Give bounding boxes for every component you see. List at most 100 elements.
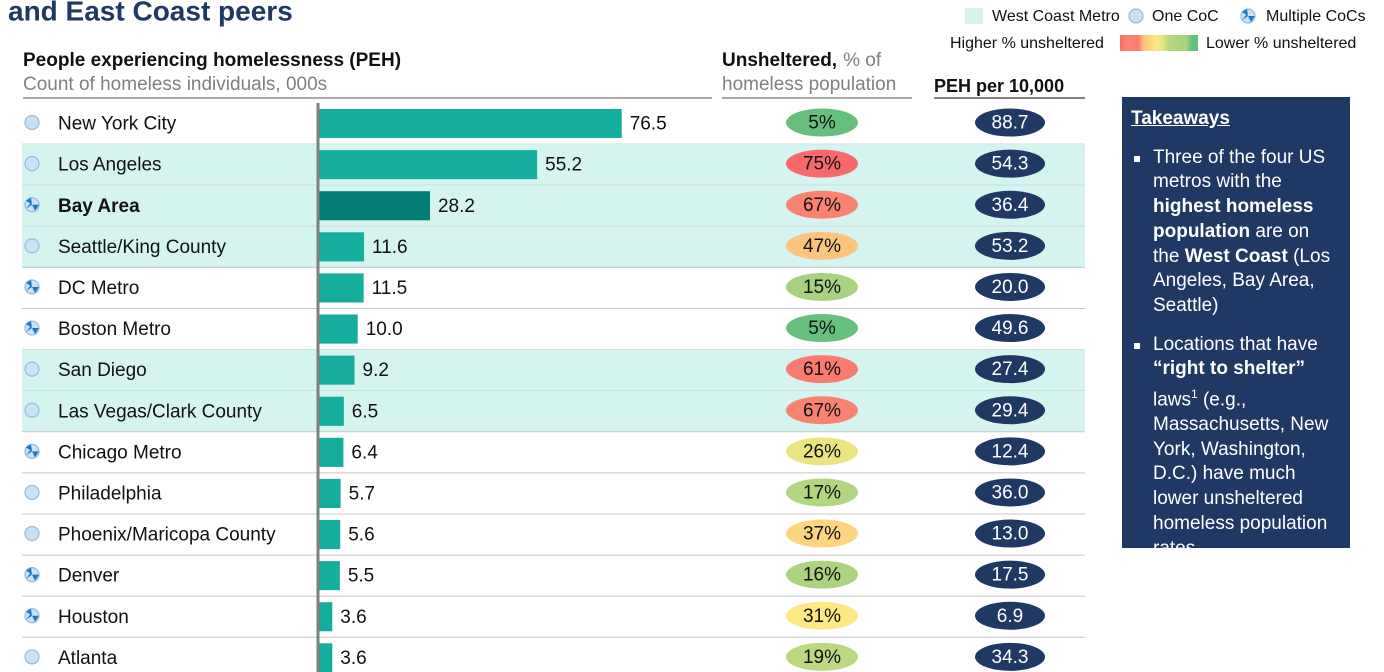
- legend-swatch: [965, 8, 983, 24]
- per10k-pill: [975, 355, 1045, 384]
- unsheltered-title: Unsheltered, % of: [722, 50, 882, 71]
- takeaway-bullet: Three of the four US metros with the hig…: [1131, 146, 1340, 319]
- takeaway-text: “right to shelter”: [1153, 358, 1306, 380]
- per10k-pill: [975, 396, 1045, 425]
- legend-gradient: [1120, 35, 1198, 51]
- bar: [318, 561, 340, 591]
- per10k-label: 13.0: [992, 524, 1029, 545]
- per10k-label: 27.4: [992, 359, 1029, 380]
- per10k-pill: [975, 314, 1045, 343]
- per10k-pill: [975, 437, 1045, 466]
- page-title: and East Coast peers: [8, 0, 293, 26]
- west-coast-row: [22, 390, 1085, 432]
- unsheltered-title-bold: Unsheltered,: [722, 50, 837, 71]
- header-subtitle: Count of homeless individuals, 000s: [23, 74, 327, 95]
- per10k-label: 36.4: [992, 195, 1029, 216]
- header-title: People experiencing homelessness (PEH): [23, 50, 401, 71]
- per10k-label: 53.2: [992, 236, 1029, 257]
- per10k-pill: [975, 478, 1045, 507]
- bar: [318, 437, 344, 467]
- unsheltered-label: 16%: [803, 565, 841, 586]
- icon-one-coc: [24, 238, 40, 254]
- takeaway-text: highest homeless population: [1153, 196, 1314, 242]
- takeaway-text: 1: [1191, 387, 1198, 402]
- bar: [318, 314, 358, 344]
- per10k-label: 29.4: [992, 400, 1029, 421]
- bar-value-label: 3.6: [340, 607, 366, 628]
- unsheltered-pill: [786, 519, 858, 548]
- unsheltered-pill: [786, 560, 858, 589]
- per10k-pill: [975, 190, 1045, 219]
- icon-multiple-coc-part: [26, 197, 39, 211]
- per10k-label: 12.4: [992, 441, 1029, 462]
- takeaways-title: Takeaways: [1131, 108, 1230, 129]
- category-label: DC Metro: [58, 278, 139, 299]
- bar: [318, 478, 341, 508]
- category-label: San Diego: [58, 360, 147, 381]
- per10k-pill: [975, 519, 1045, 548]
- per10k-label: 17.5: [992, 565, 1029, 586]
- unsheltered-label: 31%: [803, 606, 841, 627]
- category-label: Seattle/King County: [58, 237, 226, 258]
- per10k-pill: [975, 108, 1045, 137]
- unsheltered-pill: [786, 437, 858, 466]
- unsheltered-label: 47%: [803, 236, 841, 257]
- unsheltered-pill: [786, 108, 858, 137]
- unsheltered-pill: [786, 314, 858, 343]
- bar-value-label: 3.6: [340, 648, 366, 669]
- per10k-label: 36.0: [992, 482, 1029, 503]
- per10k-label: 54.3: [992, 154, 1029, 175]
- category-label: Houston: [58, 607, 129, 628]
- category-label: Los Angeles: [58, 155, 162, 176]
- unsheltered-label: 61%: [803, 359, 841, 380]
- unsheltered-pill: [786, 355, 858, 384]
- bar: [318, 232, 365, 262]
- per10k-label: 88.7: [992, 113, 1029, 134]
- icon-multiple-coc-part: [26, 608, 39, 622]
- unsheltered-label: 26%: [803, 441, 841, 462]
- category-label: Bay Area: [58, 196, 140, 217]
- bar-value-label: 5.5: [348, 566, 374, 587]
- per10k-label: 49.6: [992, 318, 1029, 339]
- bar-value-label: 9.2: [363, 360, 389, 381]
- legend-label: Multiple CoCs: [1266, 8, 1366, 25]
- icon-one-coc: [1128, 8, 1144, 24]
- takeaway-text: are on the: [1153, 220, 1310, 267]
- legend-label: One CoC: [1152, 8, 1219, 25]
- per10k-pill: [975, 272, 1045, 301]
- takeaways-box: Takeaways Three of the four US metros wi…: [1122, 97, 1350, 559]
- bar-value-label: 10.0: [366, 319, 403, 340]
- icon-one-coc: [24, 114, 40, 131]
- west-coast-row: [22, 185, 1085, 227]
- west-coast-row: [22, 226, 1085, 268]
- bar-value-label: 11.5: [372, 278, 408, 299]
- bar: [318, 396, 344, 426]
- icon-multiple-coc-part: [26, 567, 39, 581]
- per10k-pill: [975, 642, 1045, 671]
- icon-one-coc: [24, 156, 40, 172]
- per10k-pill: [975, 149, 1045, 178]
- legend-label: West Coast Metro: [992, 8, 1120, 25]
- unsheltered-label: 15%: [803, 277, 841, 298]
- unsheltered-label: 5%: [808, 113, 836, 134]
- icon-multiple-coc-part: [26, 279, 39, 293]
- icon-multiple-coc-part: [26, 444, 39, 458]
- icon-multiple-coc-part: [1242, 9, 1255, 22]
- takeaway-text: (Los Angeles, Bay Area, Seattle): [1153, 245, 1331, 316]
- icon-one-coc: [24, 525, 40, 542]
- unsheltered-label: 67%: [803, 400, 841, 421]
- icon-one-coc: [24, 361, 40, 377]
- unsheltered-pill: [786, 231, 858, 260]
- icon-multiple-coc-part: [26, 321, 39, 335]
- unsheltered-title-rest: % of: [843, 50, 882, 71]
- per10k-pill: [975, 560, 1045, 589]
- category-label: Las Vegas/Clark County: [58, 401, 262, 422]
- unsheltered-label: 19%: [803, 647, 841, 668]
- category-label: Philadelphia: [58, 483, 162, 504]
- per10k-label: 20.0: [992, 277, 1029, 298]
- category-label: Boston Metro: [58, 319, 171, 340]
- icon-one-coc: [24, 649, 40, 665]
- bar-value-label: 55.2: [545, 155, 582, 176]
- bar: [318, 520, 341, 550]
